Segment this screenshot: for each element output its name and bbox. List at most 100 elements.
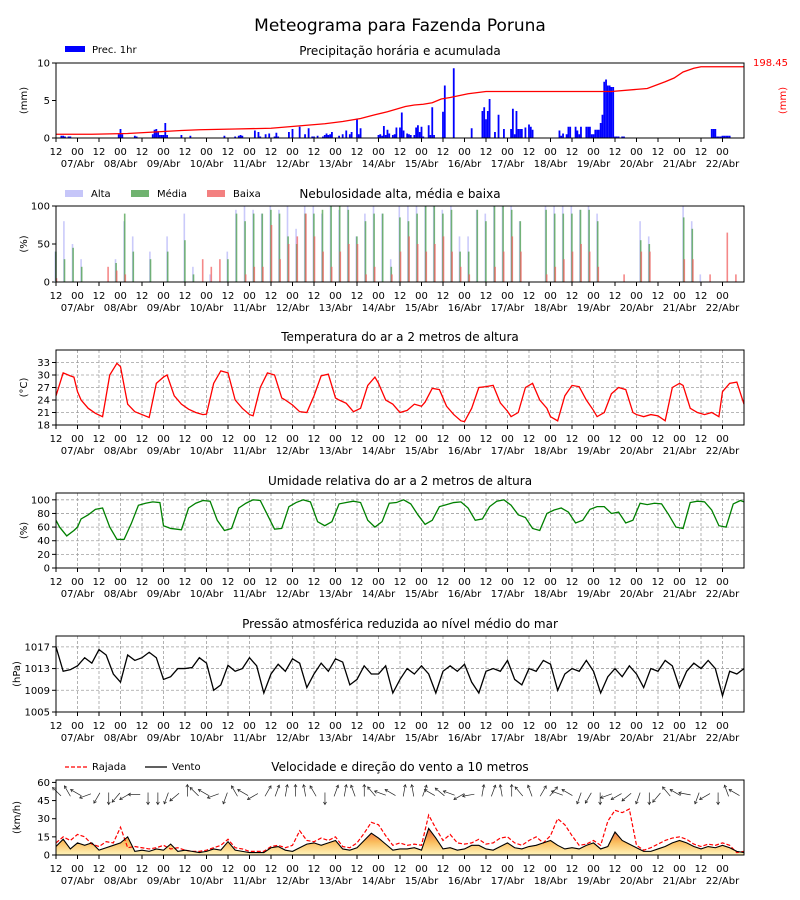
cloud-bar-média bbox=[424, 206, 427, 282]
wind-arrow-head bbox=[384, 789, 389, 793]
x-day-label: 08/Abr bbox=[104, 589, 138, 600]
cloud-bar-média bbox=[80, 266, 83, 282]
x-day-label: 12/Abr bbox=[276, 589, 310, 600]
x-day-label: 18/Abr bbox=[534, 446, 568, 457]
precip-bar bbox=[517, 129, 520, 138]
cloud-bar-baixa bbox=[348, 244, 350, 282]
x-hour-label: 12 bbox=[437, 147, 450, 158]
wind-arrow-head bbox=[554, 786, 558, 790]
humidity-ytick-label: 80 bbox=[37, 509, 50, 520]
cloud-bar-baixa bbox=[365, 274, 367, 282]
wind-direction-arrow bbox=[303, 784, 306, 797]
x-hour-label: 12 bbox=[222, 577, 235, 588]
precip-bar bbox=[719, 136, 722, 138]
x-hour-label: 00 bbox=[630, 864, 643, 875]
wind-arrow-head bbox=[424, 784, 428, 789]
x-hour-label: 00 bbox=[71, 434, 84, 445]
legend-label-wind: Vento bbox=[172, 762, 201, 773]
cloud-bar-média bbox=[476, 209, 479, 282]
wind-arrow-head bbox=[621, 797, 625, 802]
cloud-bar-baixa bbox=[502, 251, 505, 282]
precip-bar bbox=[155, 129, 158, 138]
cloud-bar-baixa bbox=[425, 251, 428, 282]
x-hour-label: 12 bbox=[179, 577, 192, 588]
wind-direction-arrow bbox=[79, 793, 92, 799]
x-hour-label: 12 bbox=[265, 291, 278, 302]
x-day-label: 08/Abr bbox=[104, 159, 138, 170]
wind-ytick-label: 60 bbox=[37, 778, 50, 789]
precip-bar bbox=[323, 135, 326, 138]
wind-arrow-head bbox=[79, 795, 83, 799]
wind-ylabel: (km/h) bbox=[12, 801, 23, 834]
wind-arrow-head bbox=[146, 801, 150, 806]
x-day-label: 17/Abr bbox=[491, 589, 525, 600]
wind-arrow-head bbox=[669, 789, 674, 793]
x-day-label: 17/Abr bbox=[491, 159, 525, 170]
cloud-bar-baixa bbox=[494, 266, 496, 282]
wind-direction-arrow bbox=[70, 789, 82, 796]
x-hour-label: 00 bbox=[501, 291, 514, 302]
precip-bar bbox=[712, 129, 715, 138]
x-hour-label: 12 bbox=[695, 864, 708, 875]
cloud-bar-média bbox=[571, 213, 573, 282]
x-hour-label: 12 bbox=[308, 721, 321, 732]
x-day-label: 13/Abr bbox=[319, 589, 353, 600]
precip-bar bbox=[483, 107, 486, 138]
cloud-bar-baixa bbox=[649, 251, 651, 282]
precip-bar bbox=[377, 135, 380, 138]
main-title: Meteograma para Fazenda Poruna bbox=[254, 16, 546, 36]
precip-bar bbox=[164, 123, 167, 138]
x-day-label: 21/Abr bbox=[663, 876, 697, 887]
wind-direction-arrow bbox=[411, 784, 415, 797]
x-hour-label: 12 bbox=[179, 864, 192, 875]
x-day-label: 08/Abr bbox=[104, 876, 138, 887]
x-hour-label: 00 bbox=[501, 864, 514, 875]
wind-arrow-head bbox=[723, 784, 728, 789]
x-day-label: 21/Abr bbox=[663, 733, 697, 744]
precip-bar bbox=[379, 134, 382, 138]
cloud-bar-baixa bbox=[451, 251, 453, 282]
clouds-ytick-label: 50 bbox=[37, 240, 50, 251]
precip-bar bbox=[357, 134, 360, 138]
precip-bar bbox=[241, 135, 244, 138]
wind-direction-arrow bbox=[662, 786, 671, 797]
wind-direction-arrow bbox=[724, 784, 729, 797]
x-hour-label: 00 bbox=[114, 864, 127, 875]
x-hour-label: 12 bbox=[652, 721, 665, 732]
x-hour-label: 12 bbox=[652, 864, 665, 875]
wind-arrow-head bbox=[156, 801, 160, 806]
wind-direction-arrow bbox=[728, 789, 740, 796]
pressure-ytick-label: 1005 bbox=[25, 708, 50, 719]
cloud-bar-baixa bbox=[408, 236, 410, 282]
x-hour-label: 12 bbox=[93, 864, 106, 875]
cloud-bar-média bbox=[244, 221, 246, 282]
wind-arrow-head bbox=[93, 800, 97, 804]
x-day-label: 11/Abr bbox=[233, 446, 267, 457]
wind-arrow-head bbox=[373, 790, 378, 794]
legend-label-cloud: Baixa bbox=[233, 189, 261, 200]
x-hour-label: 00 bbox=[587, 577, 600, 588]
x-hour-label: 00 bbox=[458, 864, 471, 875]
pressure-line bbox=[55, 646, 745, 699]
precip-bar bbox=[452, 68, 455, 138]
cloud-bar-baixa bbox=[709, 274, 711, 282]
wind-direction-arrow bbox=[424, 789, 435, 796]
wind-arrow-head bbox=[222, 800, 226, 805]
wind-direction-arrow bbox=[549, 786, 558, 797]
cloud-bar-baixa bbox=[287, 244, 290, 282]
x-hour-label: 12 bbox=[308, 147, 321, 158]
x-day-label: 12/Abr bbox=[276, 446, 310, 457]
x-hour-label: 12 bbox=[136, 864, 149, 875]
x-hour-label: 12 bbox=[609, 434, 622, 445]
x-hour-label: 12 bbox=[222, 864, 235, 875]
x-day-label: 15/Abr bbox=[405, 589, 439, 600]
precip-bar bbox=[594, 129, 597, 138]
x-hour-label: 12 bbox=[695, 721, 708, 732]
x-hour-label: 12 bbox=[308, 291, 321, 302]
x-hour-label: 12 bbox=[308, 864, 321, 875]
x-day-label: 14/Abr bbox=[362, 589, 396, 600]
x-hour-label: 12 bbox=[437, 291, 450, 302]
x-hour-label: 12 bbox=[394, 721, 407, 732]
precip-bar bbox=[386, 129, 389, 138]
